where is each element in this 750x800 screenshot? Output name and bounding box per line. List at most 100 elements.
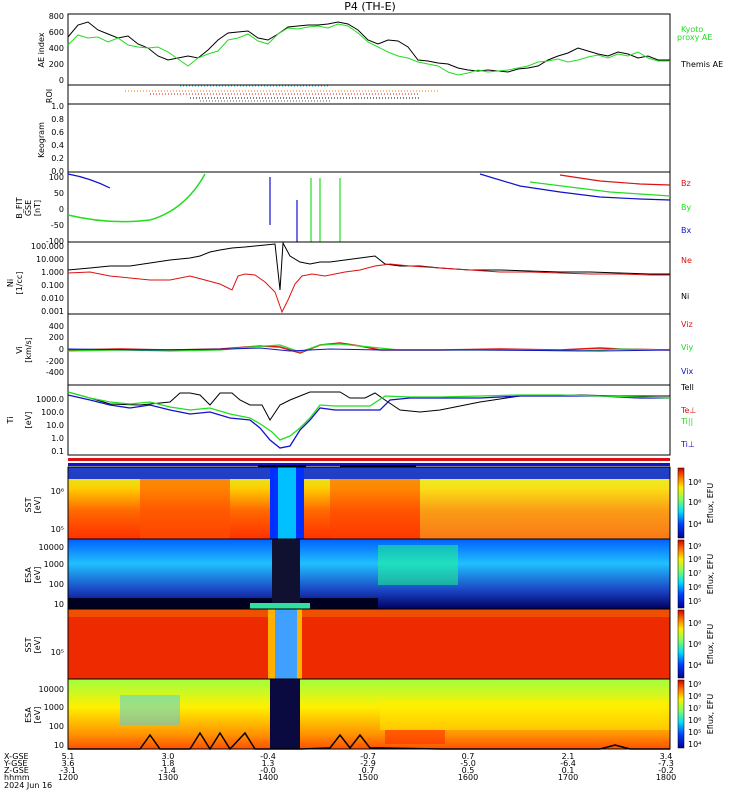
tick-label: 0.8: [51, 115, 64, 124]
legend-proxy-ae: proxy AE: [677, 33, 712, 42]
ygse-value: 3.6: [62, 759, 75, 768]
tick-label: 100: [49, 580, 64, 589]
legend-ti-par: Ti||: [680, 417, 693, 426]
time-value: 1200: [58, 773, 78, 782]
tick-label: 10000: [39, 543, 64, 552]
tick-label: 0.6: [51, 128, 64, 137]
zgse-value: -0.0: [260, 766, 276, 775]
footer-axis: X-GSE Y-GSE Z-GSE hhmm 2024 Jun 16 5.1 3…: [3, 752, 676, 790]
cbar-tick: 10⁷: [688, 704, 701, 713]
tick-label: 1.000: [41, 268, 64, 277]
footer-label-y: Y-GSE: [3, 759, 27, 768]
legend-kyoto: Kyoto: [681, 25, 703, 34]
tick-label: 0.001: [41, 307, 64, 316]
tick-label: 1.0: [51, 102, 64, 111]
time-value: 1700: [558, 773, 578, 782]
time-value: 1300: [158, 773, 178, 782]
esa-i-ylabel-2: [eV]: [33, 567, 42, 584]
footer-date: 2024 Jun 16: [4, 781, 52, 790]
tick-label: 10.000: [36, 255, 64, 264]
cbar-tick: 10⁷: [688, 569, 701, 578]
keogram-panel: Keogram 1.0 0.8 0.6 0.4 0.2 0.0: [37, 102, 671, 176]
legend-bx: Bx: [681, 226, 691, 235]
esa-ion-spectrogram: ESA [eV] 10000 1000 100 10 10⁹ 10⁸ 10⁷ 1…: [24, 538, 715, 610]
footer-label-time: hhmm: [4, 773, 30, 782]
keogram-ylabel: Keogram: [37, 122, 46, 158]
density-ylabel-1: Ni: [6, 279, 15, 287]
footer-column: 5.1 3.6 -3.1 1200: [58, 752, 78, 782]
ae-themis-line: [67, 21, 670, 73]
tick-label: -50: [51, 221, 64, 230]
esa-electron-spectrogram: ESA [eV] 10000 1000 100 10 10⁹ 10⁸ 10⁷ 1…: [24, 678, 715, 751]
tick-label: 100: [49, 173, 64, 182]
cbar-tick: 10⁶: [688, 583, 701, 592]
time-value: 1500: [358, 773, 378, 782]
esa-e-ylabel-1: ESA: [24, 707, 33, 723]
tick-label: 10: [54, 600, 64, 609]
footer-column: -0.4 1.3 -0.0 1400: [258, 752, 278, 782]
temp-ylabel-2: [eV]: [24, 412, 33, 429]
tick-label: 0: [59, 76, 64, 85]
tick-label: -400: [46, 368, 64, 377]
esa-i-ylabel-1: ESA: [24, 567, 33, 583]
ygse-value: -5.0: [460, 759, 476, 768]
tick-label: 800: [49, 12, 64, 21]
tick-label: 1000: [44, 560, 64, 569]
tick-label: 0.0: [51, 167, 64, 176]
xgse-value: 2.1: [562, 752, 575, 761]
cbar-label: Eflux, EFU: [706, 624, 715, 665]
tick-label: 0.4: [51, 141, 64, 150]
xgse-value: 3.4: [660, 752, 673, 761]
tick-label: 100.0: [41, 408, 64, 417]
footer-label-x: X-GSE: [4, 752, 29, 761]
ygse-value: -6.4: [560, 759, 576, 768]
zgse-value: -3.1: [60, 766, 76, 775]
sst-electron-spectrogram: SST [eV] 10⁵ 10⁸ 10⁶ 10⁴ Eflux, EFU: [24, 603, 715, 680]
temperature-panel: Ti [eV] 1000.0 100.0 10.0 1.0 0.1 Tell T…: [6, 383, 696, 456]
cbar-tick: 10⁵: [688, 597, 701, 606]
footer-column: 3.0 1.8 -1.4 1300: [158, 752, 178, 782]
ygse-value: -2.9: [360, 759, 376, 768]
density-ylabel-2: [1/cc]: [15, 272, 24, 295]
roi-panel: ROI: [45, 84, 671, 105]
legend-themis-ae: Themis AE: [680, 60, 723, 69]
tick-label: 200: [49, 333, 64, 342]
xgse-value: 0.7: [462, 752, 475, 761]
velocity-panel: Vi [km/s] 400 200 0 -200 -400 Viz Viy Vi…: [15, 313, 694, 386]
legend-ne: Ne: [681, 256, 692, 265]
cbar-tick: 10⁶: [688, 640, 701, 649]
cbar-tick: 10⁶: [688, 498, 701, 507]
tick-label: 0: [59, 345, 64, 354]
tick-label: 0.100: [41, 281, 64, 290]
bfield-ylabel-3: [nT]: [33, 200, 42, 216]
esa-e-ylabel-2: [eV]: [33, 707, 42, 724]
ae-ticks: 800 600 400 200 0: [49, 12, 64, 85]
zgse-value: 0.1: [562, 766, 575, 775]
tick-label: 10: [54, 741, 64, 750]
cbar-tick: 10⁹: [688, 542, 701, 551]
legend-by: By: [681, 203, 691, 212]
tick-label: 1000: [44, 703, 64, 712]
time-value: 1400: [258, 773, 278, 782]
xgse-value: 3.0: [162, 752, 175, 761]
bfield-panel: B_FIT GSE [nT] 100 50 0 -50 -100 Bz By B…: [15, 171, 691, 246]
legend-viy: Viy: [681, 343, 694, 352]
cbar-tick: 10⁵: [688, 728, 701, 737]
ae-panel: AE index 800 600 400 200 0 Kyoto proxy A…: [37, 12, 723, 86]
tick-label: 10⁶: [51, 487, 64, 496]
xgse-value: 5.1: [62, 752, 75, 761]
time-value: 1800: [656, 773, 676, 782]
tick-label: 10000: [39, 685, 64, 694]
ygse-value: -7.3: [658, 759, 674, 768]
density-panel: Ni [1/cc] 100.000 10.000 1.000 0.100 0.0…: [6, 241, 692, 316]
cbar-tick: 10⁸: [688, 619, 701, 628]
tick-label: 10.0: [46, 421, 64, 430]
tick-label: 600: [49, 28, 64, 37]
chart-title: P4 (TH-E): [344, 0, 396, 13]
cbar-tick: 10⁴: [688, 740, 701, 749]
cbar-tick: 10⁸: [688, 692, 701, 701]
sst-e-ylabel-2: [eV]: [33, 637, 42, 654]
ae-ylabel: AE index: [37, 32, 46, 67]
cbar-tick: 10⁹: [688, 680, 701, 689]
tick-label: 1000.0: [36, 395, 64, 404]
